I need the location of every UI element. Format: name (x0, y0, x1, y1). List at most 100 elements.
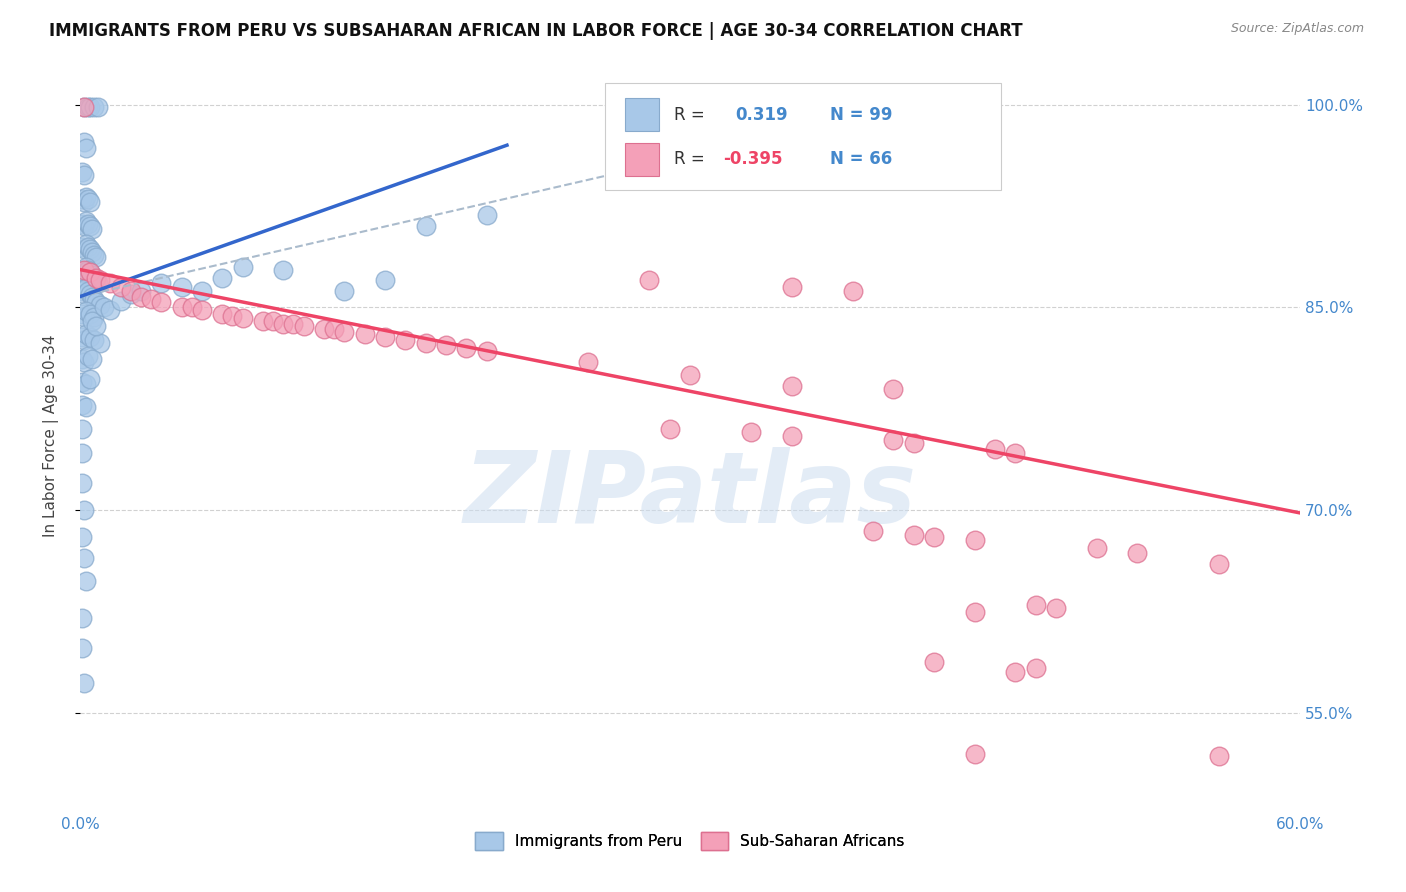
Point (211, 307, 233, 321)
Point (415, 335, 437, 350)
Point (139, 293, 162, 307)
Point (73, 503, 96, 517)
Point (75, 327, 97, 342)
Point (73, 354, 96, 368)
Point (79, 219, 101, 234)
Point (232, 311, 254, 326)
Point (292, 319, 315, 334)
Point (780, 280, 803, 294)
Point (75, 236, 97, 251)
Point (73, 310, 96, 324)
Point (70, 446, 93, 460)
Point (70, 330, 93, 344)
Point (180, 301, 202, 315)
Point (679, 368, 702, 382)
Point (84, 270, 107, 285)
Point (333, 325, 356, 339)
Point (79, 372, 101, 386)
Text: IMMIGRANTS FROM PERU VS SUBSAHARAN AFRICAN IN LABOR FORCE | AGE 30-34 CORRELATIO: IMMIGRANTS FROM PERU VS SUBSAHARAN AFRIC… (49, 22, 1022, 40)
Point (77, 192, 100, 206)
Point (312, 322, 335, 336)
Text: R =: R = (673, 105, 710, 124)
Point (79, 286, 101, 301)
Point (70, 262, 93, 277)
Point (89, 335, 111, 350)
Point (73, 136, 96, 150)
Point (77, 284, 100, 298)
Point (963, 533, 986, 547)
Text: N = 66: N = 66 (831, 150, 893, 169)
Point (70, 476, 93, 491)
Point (70, 284, 93, 298)
Point (150, 295, 173, 310)
Point (120, 284, 142, 298)
Point (70, 165, 93, 179)
Point (87, 100, 110, 114)
Point (333, 284, 356, 298)
Point (862, 524, 884, 538)
Point (780, 429, 803, 443)
Point (70, 611, 93, 625)
Point (903, 527, 925, 541)
Point (75, 214, 97, 228)
Point (79, 307, 101, 321)
Point (79, 194, 101, 209)
Point (120, 286, 142, 301)
Point (79, 265, 101, 279)
Point (129, 290, 152, 304)
Point (1208, 558, 1230, 572)
Point (252, 314, 274, 328)
Point (232, 260, 254, 274)
Point (82, 290, 104, 304)
Point (79, 330, 101, 344)
Point (82, 245, 104, 260)
Point (963, 747, 986, 761)
Point (82, 314, 104, 328)
Point (262, 314, 284, 328)
Point (984, 442, 1007, 457)
Point (73, 333, 96, 347)
Point (434, 338, 457, 352)
Point (77, 349, 100, 363)
Point (841, 284, 863, 298)
Point (903, 435, 925, 450)
Point (70, 641, 93, 656)
Point (323, 322, 346, 336)
Point (83, 333, 105, 347)
Point (83, 310, 105, 324)
Y-axis label: In Labor Force | Age 30-34: In Labor Force | Age 30-34 (44, 334, 59, 537)
Point (475, 209, 498, 223)
Point (84, 251, 107, 265)
Text: -0.395: -0.395 (723, 150, 782, 169)
Point (83, 270, 105, 285)
Point (740, 425, 762, 439)
Point (84, 319, 107, 334)
Point (283, 317, 305, 331)
Point (79, 100, 101, 114)
Point (1004, 665, 1026, 680)
Point (73, 194, 96, 209)
Point (221, 309, 243, 323)
Point (100, 276, 122, 290)
Point (75, 304, 97, 318)
Point (75, 189, 97, 203)
Point (70, 530, 93, 544)
Point (83, 100, 105, 114)
Point (79, 265, 101, 279)
Point (73, 219, 96, 234)
Point (73, 100, 96, 114)
Point (110, 293, 132, 308)
Point (456, 341, 478, 355)
Bar (626, 98, 659, 131)
Point (73, 286, 96, 301)
Point (1025, 598, 1047, 612)
Point (75, 401, 97, 415)
Point (394, 333, 416, 347)
Point (73, 168, 96, 182)
Point (576, 354, 599, 368)
Point (70, 192, 93, 206)
Point (79, 242, 101, 256)
Point (73, 676, 96, 690)
Point (475, 343, 498, 358)
Text: ZIPatlas: ZIPatlas (464, 447, 917, 544)
